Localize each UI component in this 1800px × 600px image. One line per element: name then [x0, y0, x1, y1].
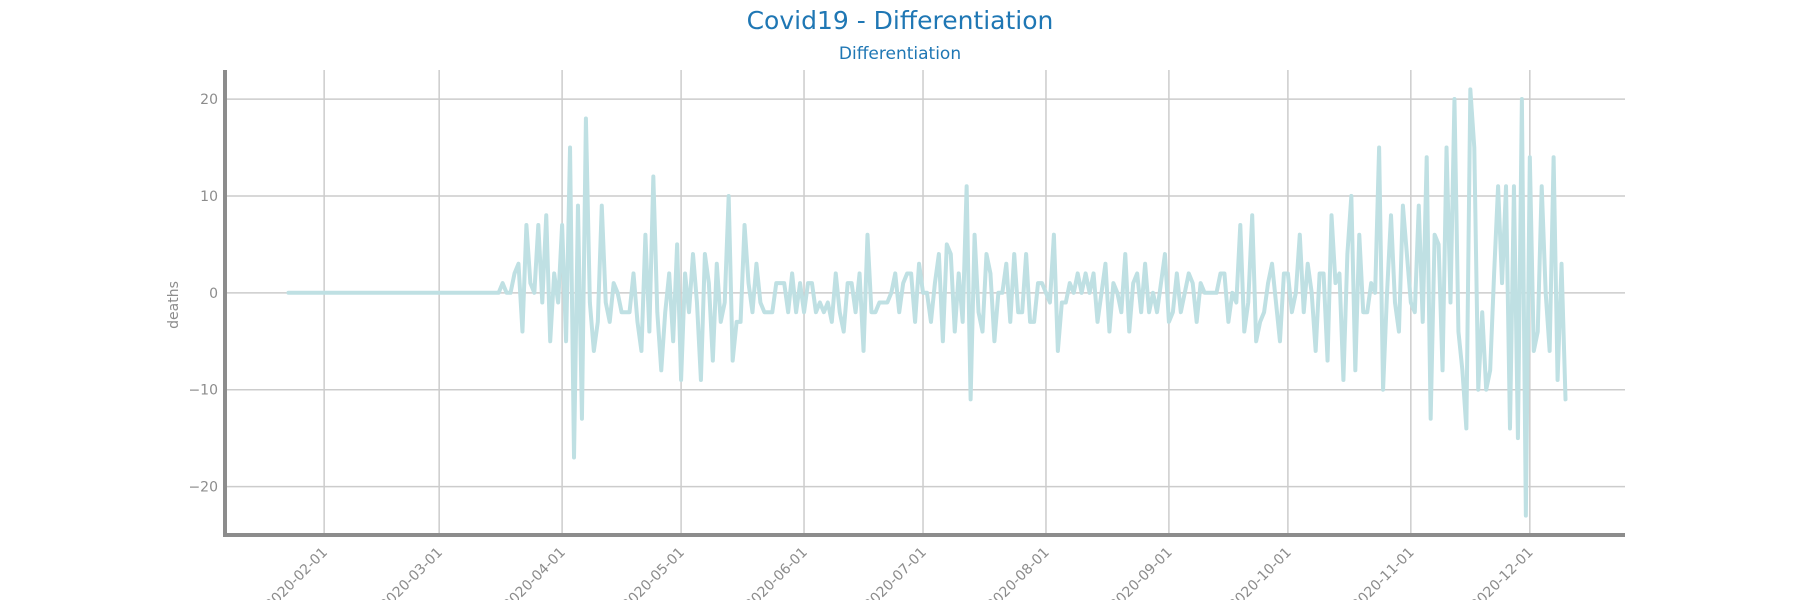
series-line [286, 87, 1568, 518]
y-tick-label: 20 [200, 92, 218, 108]
x-tick-label: 2020-10-01 [1226, 545, 1295, 600]
x-tick-label: 2020-02-01 [262, 545, 331, 600]
series-layer [286, 87, 1568, 518]
x-tick-label: 2020-09-01 [1107, 545, 1176, 600]
y-tick-label: 0 [209, 286, 218, 302]
y-axis-label: deaths [166, 281, 182, 329]
chart-title: Covid19 - Differentiation [746, 6, 1054, 35]
axes [223, 70, 1625, 537]
chart-subtitle: Differentiation [838, 44, 962, 64]
x-tick-label: 2020-05-01 [619, 545, 688, 600]
y-tick-label: −20 [188, 480, 218, 496]
x-tick-label: 2020-06-01 [742, 545, 811, 600]
y-tick-label: −10 [188, 383, 218, 399]
y-tick-label: 10 [200, 189, 218, 205]
x-tick-label: 2020-04-01 [500, 545, 569, 600]
grid [225, 70, 1625, 535]
x-tick-label: 2020-11-01 [1349, 545, 1418, 600]
x-tick-label: 2020-07-01 [861, 545, 930, 600]
x-tick-label: 2020-03-01 [377, 545, 446, 600]
x-tick-label: 2020-12-01 [1468, 545, 1537, 600]
x-tick-label: 2020-08-01 [984, 545, 1053, 600]
